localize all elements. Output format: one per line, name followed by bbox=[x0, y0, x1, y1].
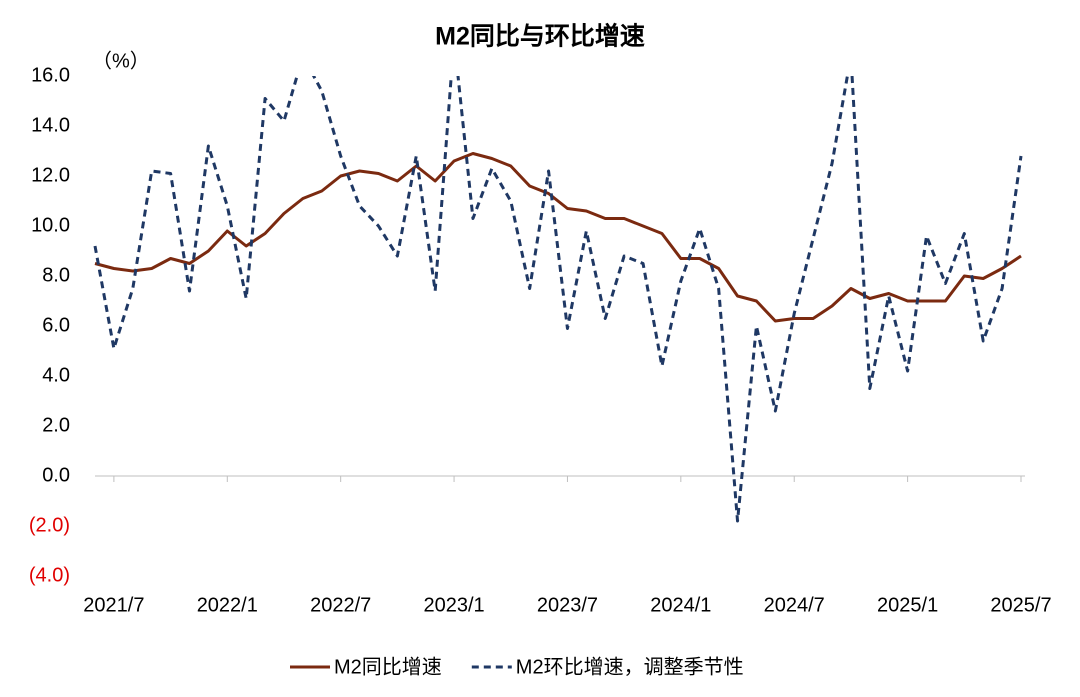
x-tick-label: 2025/1 bbox=[877, 594, 938, 616]
y-tick-label: 2.0 bbox=[42, 414, 70, 436]
chart-title: M2同比与环比增速 bbox=[435, 22, 645, 51]
x-tick-label: 2024/7 bbox=[764, 594, 825, 616]
x-tick-label: 2025/7 bbox=[990, 594, 1051, 616]
legend-label: M2环比增速，调整季节性 bbox=[516, 655, 744, 678]
y-tick-label: 16.0 bbox=[31, 64, 70, 86]
y-tick-label: 14.0 bbox=[31, 114, 70, 136]
y-tick-label: 0.0 bbox=[42, 464, 70, 486]
y-tick-label: (2.0) bbox=[29, 514, 70, 536]
y-tick-label: (4.0) bbox=[29, 564, 70, 586]
legend-label: M2同比增速 bbox=[334, 655, 442, 678]
y-tick-label: 8.0 bbox=[42, 264, 70, 286]
line-series bbox=[94, 152, 1022, 323]
x-tick-label: 2022/7 bbox=[310, 594, 371, 616]
y-unit-label: （%） bbox=[92, 49, 150, 72]
y-tick-label: 10.0 bbox=[31, 214, 70, 236]
y-tick-label: 12.0 bbox=[31, 164, 70, 186]
x-tick-label: 2023/7 bbox=[537, 594, 598, 616]
line-series bbox=[93, 76, 1023, 523]
x-tick-label: 2022/1 bbox=[197, 594, 258, 616]
plot-area bbox=[93, 76, 1023, 523]
x-tick-label: 2024/1 bbox=[650, 594, 711, 616]
x-tick-label: 2023/1 bbox=[423, 594, 484, 616]
y-tick-label: 6.0 bbox=[42, 314, 70, 336]
x-tick-label: 2021/7 bbox=[83, 594, 144, 616]
y-tick-label: 4.0 bbox=[42, 364, 70, 386]
